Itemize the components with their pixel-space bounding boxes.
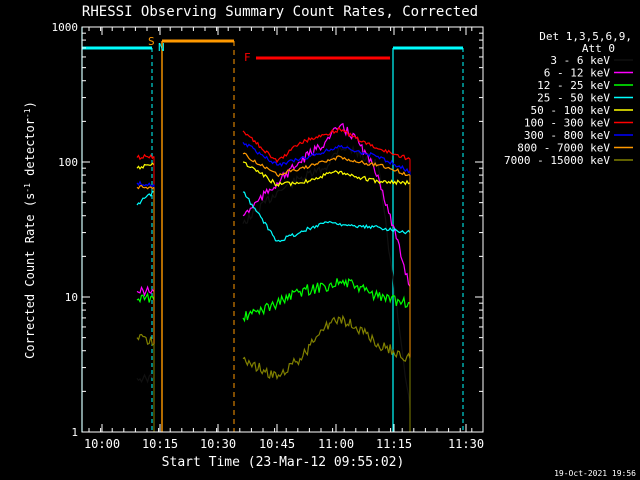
series-line (136, 153, 155, 161)
night-flag-label: N (158, 41, 165, 54)
series-layer (136, 122, 411, 432)
series-line (136, 333, 155, 347)
x-tick-label: 11:15 (376, 437, 412, 451)
series-line (136, 373, 155, 384)
series-line (136, 162, 155, 170)
legend-entry-label: 3 - 6 keV (550, 54, 610, 67)
render-timestamp: 19-Oct-2021 19:56 (554, 469, 636, 478)
x-tick-label: 10:00 (84, 437, 120, 451)
series-line (242, 161, 411, 188)
series-line (136, 285, 155, 297)
y-axis: 1 10 100 1000 (52, 21, 483, 439)
series-line (242, 152, 411, 178)
y-tick-label: 10 (65, 291, 78, 304)
series-line (242, 314, 411, 381)
legend-entry-label: 800 - 7000 keV (517, 142, 610, 155)
legend-entry-label: 6 - 12 keV (544, 67, 611, 80)
series-line (136, 292, 155, 304)
y-axis-label-superscript: -1 (23, 183, 32, 193)
legend-entry-label: 50 - 100 keV (531, 104, 611, 117)
x-tick-label: 10:30 (200, 437, 236, 451)
y-tick-label: 1000 (52, 21, 79, 34)
x-tick-label: 11:30 (448, 437, 484, 451)
saa-flag-label: S (148, 35, 155, 48)
legend-entry-label: 100 - 300 keV (524, 117, 610, 130)
plot-frame (81, 26, 484, 433)
y-axis-label-part: detector (23, 118, 37, 183)
y-axis-label-part: ) (23, 101, 37, 108)
y-tick-label: 100 (58, 156, 78, 169)
x-tick-label: 10:15 (142, 437, 178, 451)
legend-entry-label: 300 - 800 keV (524, 129, 610, 142)
y-axis-label-superscript: -1 (23, 108, 32, 118)
y-axis-label: Corrected Count Rate (s-1 detector-1) (23, 101, 37, 359)
series-line (242, 126, 411, 164)
flare-flag-label: F (244, 51, 251, 64)
legend-header-line-2: Att 0 (582, 42, 615, 55)
y-tick-label: 1 (71, 426, 78, 439)
legend-entry-label: 12 - 25 keV (537, 79, 610, 92)
axes-layer: 1 10 100 1000 10:00 10:15 10:30 10:45 11:00 11:1… (52, 21, 485, 451)
series-line (242, 191, 411, 243)
x-tick-label: 10:45 (259, 437, 295, 451)
series-line (136, 184, 155, 190)
series-line (242, 141, 411, 174)
legend-entry-label: 7000 - 15000 keV (504, 154, 610, 167)
series-line (136, 180, 155, 187)
series-line (242, 278, 411, 323)
series-line (136, 190, 155, 206)
legend-entry-label: 25 - 50 keV (537, 92, 610, 105)
chart-title: RHESSI Observing Summary Count Rates, Co… (82, 4, 478, 20)
x-axis: 10:00 10:15 10:30 10:45 11:00 11:15 11:30 (84, 27, 484, 451)
x-tick-label: 11:00 (318, 437, 354, 451)
y-axis-label-part: Corrected Count Rate (s (23, 193, 37, 359)
x-axis-label: Start Time (23-Mar-12 09:55:02) (162, 455, 405, 470)
legend-header-line-1: Det 1,3,5,6,9, (539, 30, 632, 43)
series-line (242, 122, 411, 287)
